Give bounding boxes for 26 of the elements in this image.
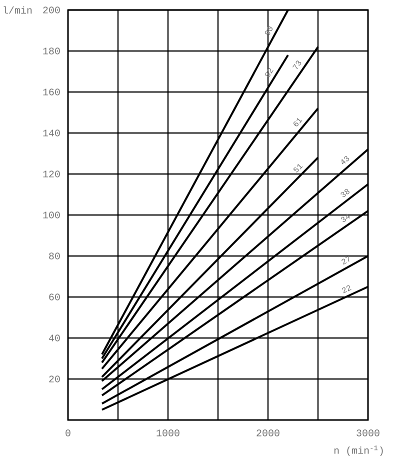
text: 61	[294, 118, 302, 126]
text: 22	[342, 285, 352, 294]
x-axis-title: n (min$^{-1}$)	[334, 446, 383, 456]
x-tick-label: 2000	[256, 430, 280, 436]
y-tick-label: 20	[49, 376, 60, 382]
y-tick-label: 140	[43, 130, 60, 136]
y-tick-label: 120	[43, 170, 60, 178]
text: 34	[340, 214, 350, 222]
y-axis-title: l/min	[4, 6, 32, 14]
text: 43	[342, 156, 350, 164]
text: 90	[264, 26, 273, 36]
text: 38	[340, 188, 350, 198]
text: 73	[292, 60, 302, 70]
x-tick-label: 0	[66, 430, 70, 436]
y-tick-label: 160	[43, 88, 60, 96]
y-tick-label: 40	[48, 334, 60, 342]
x-tick-label: 3000	[356, 430, 380, 436]
text: 27	[342, 256, 350, 265]
y-tick-label: 80	[49, 252, 60, 260]
y-tick-label: 100	[43, 212, 60, 218]
x-tick-label: 1000	[156, 430, 180, 436]
text: 82	[265, 68, 274, 78]
y-tick-label: 180	[43, 48, 60, 54]
y-tick-label: 60	[49, 294, 60, 300]
y-tick-label: 200	[43, 6, 60, 14]
text: 51	[293, 164, 303, 172]
